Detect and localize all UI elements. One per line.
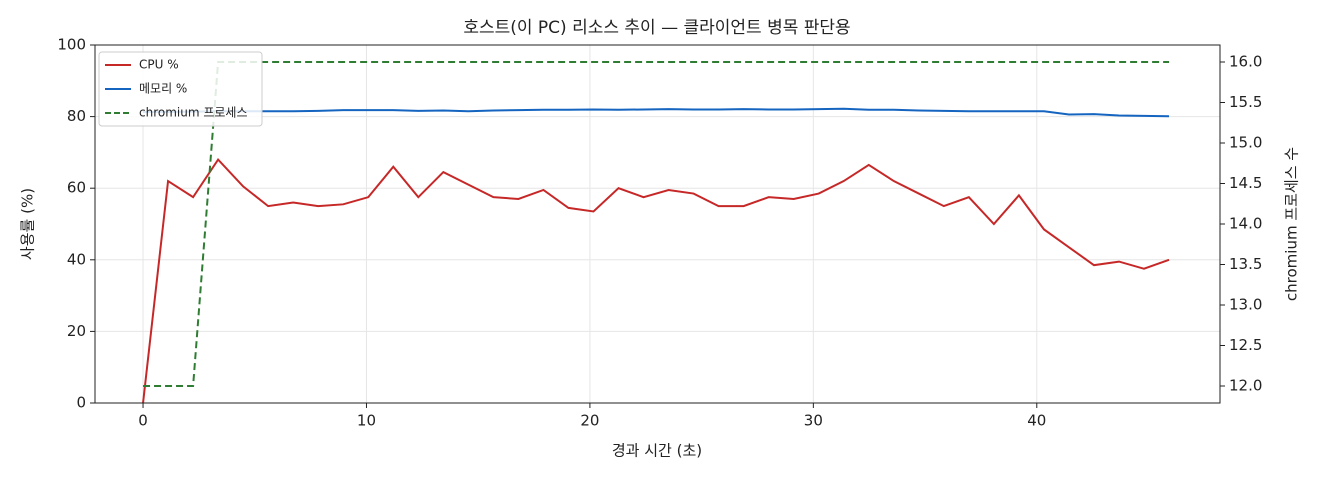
y-tick-label: 40 [67, 250, 86, 268]
chart-title: 호스트(이 PC) 리소스 추이 — 클라이언트 병목 판단용 [463, 18, 850, 38]
plot-frame [94, 44, 1221, 404]
y2-tick-label: 13.0 [1229, 295, 1262, 313]
y2-tick-label: 14.5 [1229, 174, 1262, 192]
x-tick-label: 30 [804, 412, 823, 430]
y-tick-label: 100 [57, 36, 86, 54]
y2-tick-label: 16.0 [1229, 53, 1262, 71]
legend-label: 메모리 % [139, 82, 187, 96]
y-tick-label: 0 [76, 394, 86, 412]
legend: CPU % 메모리 % chromium 프로세스 [98, 51, 263, 127]
series-line [142, 157, 1170, 404]
x-tick-label: 40 [1027, 412, 1046, 430]
y-tick-label: 80 [67, 107, 86, 125]
y-tick-label: 20 [67, 322, 86, 340]
y2-tick-label: 15.5 [1229, 93, 1262, 111]
legend-label: CPU % [139, 58, 179, 72]
y-tick-label: 60 [67, 179, 86, 197]
x-tick-label: 10 [357, 412, 376, 430]
y2-tick-label: 15.0 [1229, 134, 1262, 152]
x-tick-label: 0 [138, 412, 148, 430]
legend-label: chromium 프로세스 [139, 106, 248, 120]
y2-tick-label: 13.5 [1229, 255, 1262, 273]
series-line [143, 107, 1170, 118]
y2-axis-label: chromium 프로세스 수 [1283, 147, 1301, 301]
y2-tick-label: 14.0 [1229, 215, 1262, 233]
y2-tick-label: 12.5 [1229, 336, 1262, 354]
x-tick-label: 20 [580, 412, 599, 430]
legend-box [98, 51, 263, 127]
y2-tick-label: 12.0 [1229, 376, 1262, 394]
x-axis-label: 경과 시간 (초) [612, 442, 702, 460]
y-axis-label: 사용률 (%) [19, 188, 37, 260]
